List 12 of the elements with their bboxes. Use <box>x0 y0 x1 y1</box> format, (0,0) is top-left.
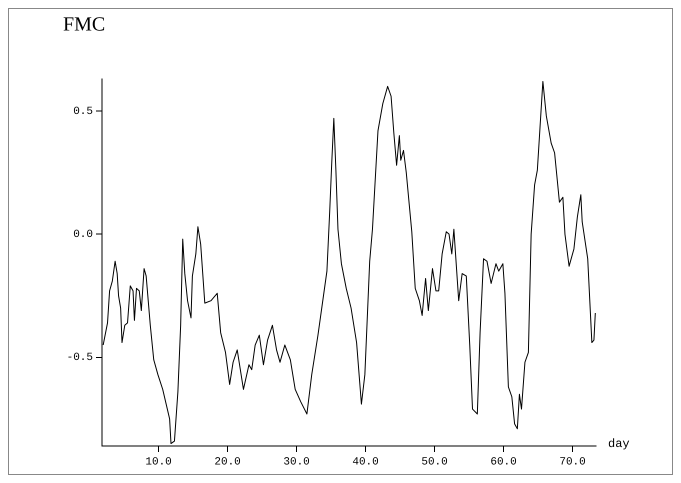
x-tick-label: 70.0 <box>559 456 586 469</box>
x-tick-label: 40.0 <box>352 456 379 469</box>
y-tick-label: -0.5 <box>66 352 93 364</box>
y-tick-label: 0.5 <box>73 106 93 118</box>
y-tick-label: 0.0 <box>73 229 93 242</box>
x-tick-label: 30.0 <box>283 456 310 469</box>
x-tick-label: 50.0 <box>421 456 448 469</box>
x-axis-title: day <box>608 437 630 452</box>
x-tick-label: 60.0 <box>490 456 517 469</box>
x-tick-label: 20.0 <box>214 456 241 469</box>
x-tick-label: 10.0 <box>145 456 172 469</box>
chart-title: FMC <box>63 13 106 36</box>
